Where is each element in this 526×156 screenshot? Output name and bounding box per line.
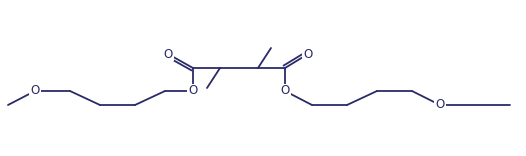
Text: O: O: [436, 98, 444, 112]
Text: O: O: [164, 47, 173, 61]
Text: O: O: [280, 85, 290, 98]
Text: O: O: [31, 85, 39, 98]
Text: O: O: [304, 47, 312, 61]
Text: O: O: [188, 85, 198, 98]
